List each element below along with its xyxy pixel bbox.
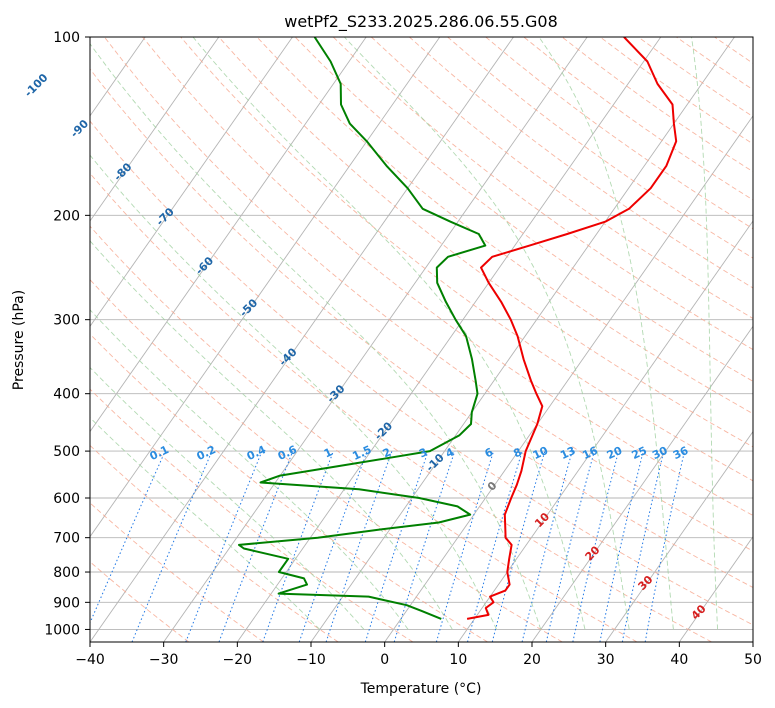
mixing-ratio-label: 16	[580, 444, 600, 462]
mixing-ratio-label: 10	[531, 444, 551, 462]
mixing-ratio-label: 13	[558, 444, 577, 462]
mixing-ratio-label: 20	[605, 444, 625, 462]
dry-adiabat-line	[90, 388, 414, 642]
isotherm-line	[90, 37, 514, 642]
y-tick-label: 100	[53, 30, 80, 46]
x-axis-label: Temperature (°C)	[360, 681, 482, 697]
isotherm-line	[605, 430, 753, 642]
y-tick-label: 300	[53, 313, 80, 329]
x-tick-label: 20	[523, 652, 541, 668]
mixing-ratio-line	[298, 450, 368, 642]
x-tick-label: 30	[597, 652, 615, 668]
isotherm-line	[163, 37, 588, 642]
y-tick-label: 1000	[44, 622, 80, 638]
axis-ticks: −40 −30 −20 −10 0 10 20 30 40 50 1000 900 800 700 600 5…	[44, 30, 762, 668]
y-tick-label: 900	[53, 595, 80, 611]
y-tick-label: 500	[53, 444, 80, 460]
moist-adiabat-line	[90, 416, 321, 630]
dry-adiabat-line	[180, 37, 753, 482]
mixing-ratio-line	[218, 450, 294, 642]
mixing-ratio-line	[491, 450, 546, 642]
dry-adiabat-line	[218, 37, 753, 448]
mixing-ratio-line	[521, 450, 573, 642]
mixing-ratio-line	[185, 450, 263, 642]
y-tick-label: 700	[53, 531, 80, 547]
mixing-ratio-label: 25	[630, 444, 649, 462]
isotherm-line	[678, 535, 753, 642]
dry-adiabat-line	[90, 561, 190, 642]
y-tick-label: 400	[53, 387, 80, 403]
mixing-ratio-label: 30	[650, 444, 670, 462]
plot-frame	[89, 36, 754, 643]
moist-adiabat-line	[90, 240, 453, 630]
y-tick-label: 600	[53, 491, 80, 507]
isotherm-line	[236, 37, 662, 642]
isotherm-line	[310, 37, 735, 642]
mixing-ratio-line	[435, 450, 495, 642]
dry-adiabat-line	[90, 172, 712, 642]
dry-adiabat-line	[370, 37, 753, 320]
isotherm-line	[90, 37, 367, 433]
isotherm-line	[384, 115, 753, 642]
dry-adiabat-line	[90, 333, 488, 642]
y-axis-label: Pressure (hPa)	[11, 290, 27, 390]
y-tick-label: 800	[53, 565, 80, 581]
x-tick-label: −20	[223, 652, 253, 668]
x-tick-label: 50	[744, 652, 762, 668]
dry-adiabat-line	[104, 37, 753, 552]
x-tick-label: 40	[670, 652, 688, 668]
x-tick-label: −40	[75, 652, 105, 668]
profile-lines	[238, 37, 678, 620]
y-tick-label: 200	[53, 208, 80, 224]
mixing-ratio-line	[545, 450, 595, 642]
dry-adiabat-line	[90, 68, 753, 588]
isotherm-line	[90, 37, 220, 222]
isotherm-line	[457, 220, 753, 642]
mixing-ratio-line	[393, 450, 456, 642]
mixing-ratio-line	[599, 450, 644, 642]
dry-adiabat-line	[90, 120, 753, 626]
x-tick-label: −10	[296, 652, 326, 668]
isotherm-line	[90, 37, 441, 538]
mixing-ratio-line	[131, 450, 213, 642]
x-tick-label: 0	[380, 652, 389, 668]
x-tick-label: −30	[149, 652, 179, 668]
dewpoint-profile-line	[238, 37, 487, 620]
mixing-ratio-line	[572, 450, 620, 642]
moist-adiabat-line	[538, 37, 674, 630]
mixing-ratio-line	[90, 450, 166, 625]
isotherm-line	[531, 325, 753, 642]
dry-adiabat-line	[332, 37, 753, 351]
chart-title: wetPf2_S233.2025.286.06.55.G08	[284, 12, 558, 32]
mixing-ratio-line	[325, 450, 393, 642]
moist-adiabat-line	[691, 37, 719, 630]
moist-adiabat-line	[90, 42, 542, 630]
moist-adiabat-line	[90, 309, 409, 630]
moist-adiabat-line	[343, 37, 630, 630]
mixing-ratio-line	[262, 450, 334, 642]
x-tick-label: 10	[449, 652, 467, 668]
mixing-ratio-line	[364, 450, 429, 642]
mixing-ratio-label: 36	[671, 444, 691, 462]
moist-adiabat-line	[192, 37, 586, 630]
moist-adiabat-line	[90, 366, 365, 630]
isotherm-line	[90, 37, 293, 328]
temperature-profile-line	[466, 37, 678, 620]
dry-adiabat-line	[142, 37, 753, 516]
